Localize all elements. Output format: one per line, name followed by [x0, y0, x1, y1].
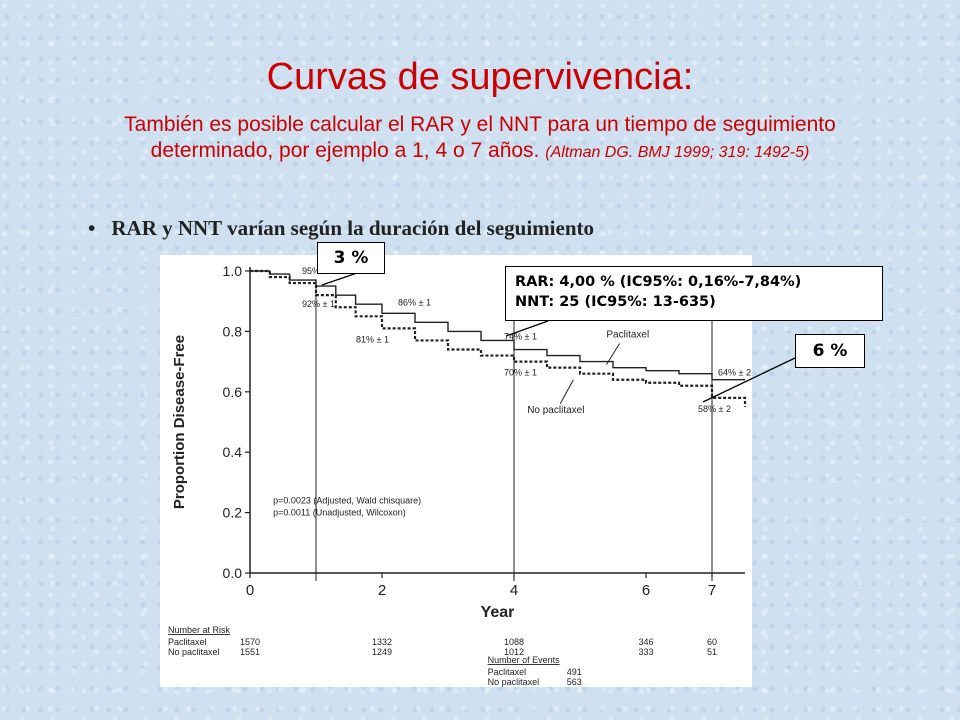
survival-chart: 0.0 0.2 0.4 0.6 0.8 1.0 0 2 4 6 7 Year Proportion Di… [160, 255, 752, 687]
bullet-dot-icon: • [88, 216, 96, 240]
citation: (Altman DG. BMJ 1999; 319: 1492-5) [545, 144, 810, 161]
subtitle-text: También es posible calcular el RAR y el … [124, 113, 836, 162]
risk-table-value: 1332 [372, 637, 392, 647]
slide-subtitle: También es posible calcular el RAR y el … [70, 112, 890, 166]
events-table-title: Number of Events [488, 655, 561, 665]
risk-table-value: 51 [707, 647, 717, 657]
x-tick-label: 4 [510, 582, 518, 599]
y-tick-label: 0.8 [223, 323, 243, 339]
series-label-pointer [559, 379, 574, 405]
series-label-pointer [605, 343, 621, 365]
y-tick-label: 0.2 [223, 505, 243, 521]
events-table-label: Paclitaxel [488, 667, 527, 677]
bullet-text: RAR y NNT varían según la duración del s… [111, 216, 595, 240]
callout-3-pointer [321, 271, 361, 286]
x-tick-label: 6 [642, 582, 650, 599]
risk-table-label: No paclitaxel [168, 647, 220, 657]
bullet-point: • RAR y NNT varían según la duración del … [88, 216, 594, 241]
callout-6-pointer [702, 357, 796, 403]
callout-3-percent: 3 % [317, 242, 385, 274]
risk-table-value: 1551 [240, 647, 260, 657]
percent-annotation: 58% ± 2 [698, 404, 731, 414]
survival-chart-svg: 0.0 0.2 0.4 0.6 0.8 1.0 0 2 4 6 7 Year Proportion Di… [168, 263, 751, 687]
y-axis-label: Proportion Disease-Free [171, 335, 188, 509]
risk-table-value: 60 [707, 637, 717, 647]
x-axis-label: Year [481, 604, 515, 621]
x-tick-label: 7 [708, 582, 716, 599]
nnt-text: NNT: 25 (IC95%: 13-635) [515, 294, 716, 310]
risk-table-value: 333 [638, 647, 653, 657]
y-tick-label: 0.4 [223, 444, 243, 460]
y-tick-label: 1.0 [223, 263, 243, 279]
y-tick-label: 0.0 [223, 565, 243, 581]
percent-annotation: 86% ± 1 [398, 297, 431, 307]
p-value-text: p=0.0023 (Adjusted, Wald chisquare) [273, 496, 421, 506]
series-label-no-paclitaxel: No paclitaxel [527, 405, 584, 416]
y-tick-label: 0.6 [223, 384, 243, 400]
risk-table-value: 346 [638, 637, 653, 647]
callout-6-percent: 6 % [795, 334, 865, 368]
risk-table-label: Paclitaxel [168, 637, 207, 647]
percent-annotation: 92% ± 1 [302, 299, 335, 309]
x-tick-label: 0 [246, 582, 254, 599]
events-table-value: 563 [567, 677, 582, 687]
risk-table-value: 1088 [504, 637, 524, 647]
events-table-label: No paclitaxel [488, 677, 540, 687]
risk-table-value: 1570 [240, 637, 260, 647]
risk-table-value: 1012 [504, 647, 524, 657]
percent-annotation: 64% ± 2 [718, 368, 751, 378]
percent-annotation: 70% ± 1 [504, 368, 537, 378]
callout-rar-nnt: RAR: 4,00 % (IC95%: 0,16%-7,84%) NNT: 25… [505, 266, 883, 321]
series-line-paclitaxel [250, 270, 745, 381]
series-label-paclitaxel: Paclitaxel [606, 329, 649, 340]
slide-title: Curvas de supervivencia: [266, 56, 694, 98]
percent-annotation: 81% ± 1 [356, 334, 389, 344]
percent-annotation: 74% ± 1 [504, 332, 537, 342]
callout-rar-pointer [505, 320, 549, 337]
p-value-text: p=0.0011 (Unadjusted, Wilcoxon) [273, 508, 406, 518]
rar-text: RAR: 4,00 % (IC95%: 0,16%-7,84%) [515, 274, 802, 290]
events-table-value: 491 [567, 667, 582, 677]
x-tick-label: 2 [378, 582, 386, 599]
risk-table-value: 1249 [372, 647, 392, 657]
risk-table-title: Number at Risk [168, 625, 231, 635]
